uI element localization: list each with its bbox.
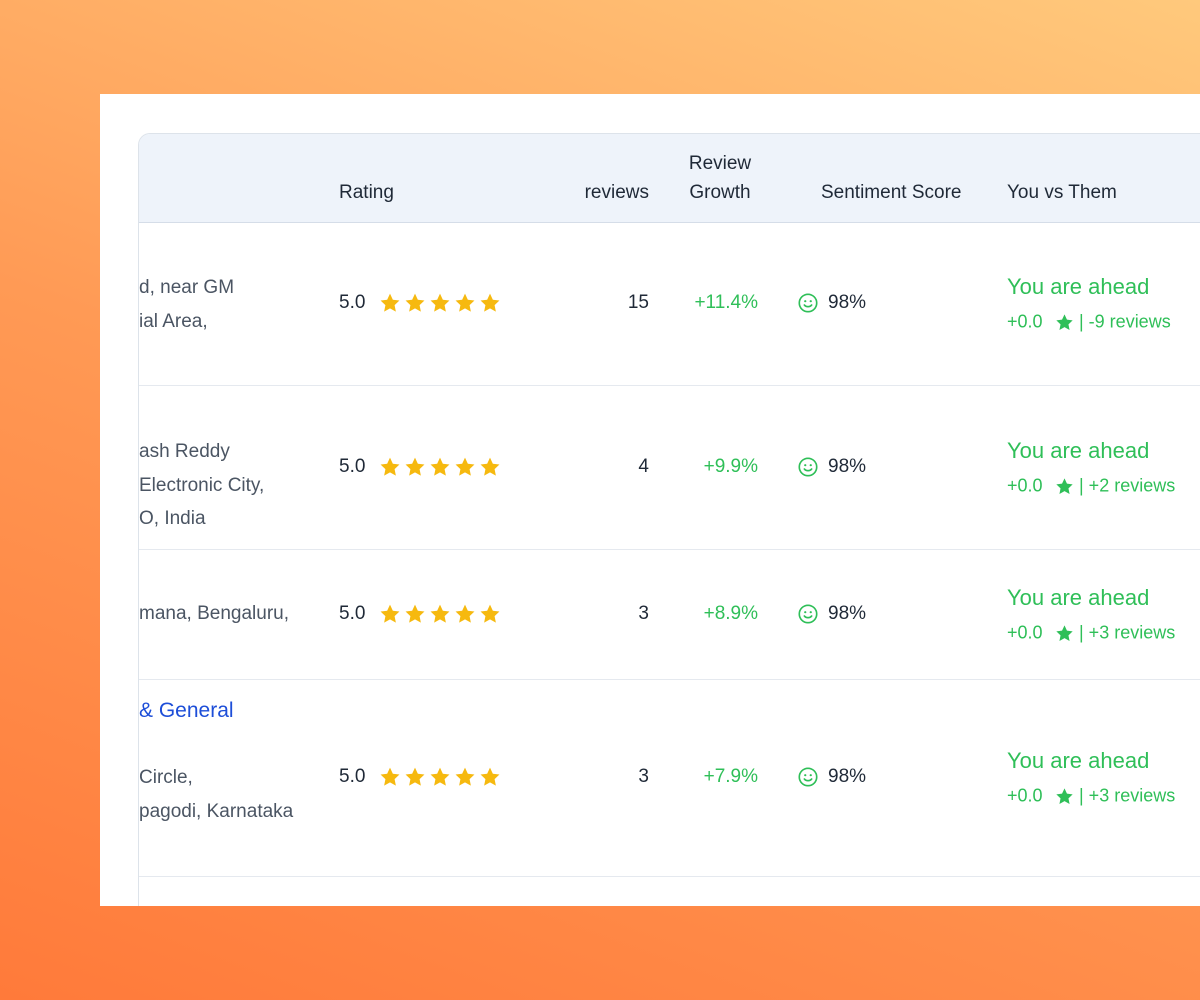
sentiment: 98% bbox=[828, 456, 867, 477]
star-icon bbox=[480, 293, 500, 312]
card: Rating reviews Review Growth Sentiment Scor… bbox=[100, 94, 1200, 906]
rating-diff: +0.0 bbox=[1007, 622, 1043, 643]
address-line: mana, Bengaluru, bbox=[139, 603, 289, 624]
star-icon bbox=[405, 457, 425, 476]
star-icon bbox=[380, 767, 400, 786]
star-icon bbox=[430, 767, 450, 786]
review-diff: | +3 reviews bbox=[1079, 622, 1176, 643]
sentiment-icon bbox=[798, 457, 818, 477]
reviews: 3 bbox=[638, 603, 649, 624]
growth: +8.9% bbox=[703, 603, 758, 624]
star-icon bbox=[430, 293, 450, 312]
rating: 5.0 bbox=[339, 603, 366, 624]
sentiment: 98% bbox=[828, 603, 867, 624]
sentiment: 98% bbox=[828, 766, 867, 787]
row-divider bbox=[139, 549, 1200, 550]
rating: 5.0 bbox=[339, 456, 366, 477]
star-icon bbox=[480, 457, 500, 476]
star-icon bbox=[455, 767, 475, 786]
star-icon bbox=[380, 457, 400, 476]
header-cell: reviews bbox=[584, 182, 649, 203]
address-line: ash Reddy bbox=[139, 441, 230, 462]
header-cell: Review Growth bbox=[688, 153, 752, 203]
star-icon bbox=[1056, 624, 1073, 641]
reviews: 3 bbox=[638, 766, 649, 787]
status: You are ahead bbox=[1007, 438, 1150, 463]
star-icon bbox=[455, 604, 475, 623]
sentiment: 98% bbox=[828, 292, 867, 313]
growth: +9.9% bbox=[703, 456, 758, 477]
star-icon bbox=[380, 293, 400, 312]
address-cell: ash Reddy Electronic City, O, India bbox=[139, 385, 329, 549]
reviews: 15 bbox=[627, 292, 649, 313]
rating-diff: +0.0 bbox=[1007, 785, 1043, 806]
star-icon bbox=[405, 767, 425, 786]
row-divider bbox=[139, 876, 1200, 877]
star-icon bbox=[405, 604, 425, 623]
address-cell: mana, Bengaluru, bbox=[139, 549, 329, 679]
star-icon bbox=[430, 457, 450, 476]
status: You are ahead bbox=[1007, 274, 1150, 299]
address-line: O, India bbox=[139, 508, 206, 529]
table-header: Rating reviews Review Growth Sentiment Scor… bbox=[139, 134, 1200, 223]
address-line: Electronic City, bbox=[139, 475, 265, 496]
growth: +7.9% bbox=[703, 766, 758, 787]
reviews: 4 bbox=[638, 456, 649, 477]
address-line: Circle, bbox=[139, 767, 193, 788]
star-icon bbox=[430, 604, 450, 623]
rating-diff: +0.0 bbox=[1007, 311, 1043, 332]
review-diff: | +2 reviews bbox=[1079, 475, 1176, 496]
status: You are ahead bbox=[1007, 748, 1150, 773]
sentiment-icon bbox=[798, 767, 818, 787]
address-line: pagodi, Karnataka bbox=[139, 801, 294, 822]
business-name: & General bbox=[139, 699, 234, 722]
star-icon bbox=[1056, 477, 1073, 494]
address-line: ial Area, bbox=[139, 311, 208, 332]
address-cell: d, near GM ial Area, bbox=[139, 221, 329, 385]
row-divider bbox=[139, 385, 1200, 386]
header-cell: Rating bbox=[339, 182, 394, 203]
header-cell: Sentiment Score bbox=[821, 182, 962, 203]
address-line: d, near GM bbox=[139, 277, 235, 298]
star-icon bbox=[480, 767, 500, 786]
review-diff: | -9 reviews bbox=[1079, 311, 1171, 332]
row-divider bbox=[139, 679, 1200, 680]
star-icon bbox=[405, 293, 425, 312]
growth: +11.4% bbox=[694, 292, 758, 313]
rating-diff: +0.0 bbox=[1007, 475, 1043, 496]
star-icon bbox=[380, 604, 400, 623]
rating: 5.0 bbox=[339, 292, 366, 313]
star-icon bbox=[480, 604, 500, 623]
star-icon bbox=[455, 457, 475, 476]
sentiment-icon bbox=[798, 293, 818, 313]
table: Rating reviews Review Growth Sentiment Scor… bbox=[138, 133, 1200, 906]
status: You are ahead bbox=[1007, 585, 1150, 610]
star-icon bbox=[455, 293, 475, 312]
address-cell: & General Circle, pagodi, Karnataka bbox=[139, 679, 329, 876]
rating: 5.0 bbox=[339, 766, 366, 787]
sentiment-icon bbox=[798, 604, 818, 624]
star-icon bbox=[1056, 313, 1073, 330]
star-icon bbox=[1056, 787, 1073, 804]
header-cell: You vs Them bbox=[1007, 182, 1117, 203]
review-diff: | +3 reviews bbox=[1079, 785, 1176, 806]
